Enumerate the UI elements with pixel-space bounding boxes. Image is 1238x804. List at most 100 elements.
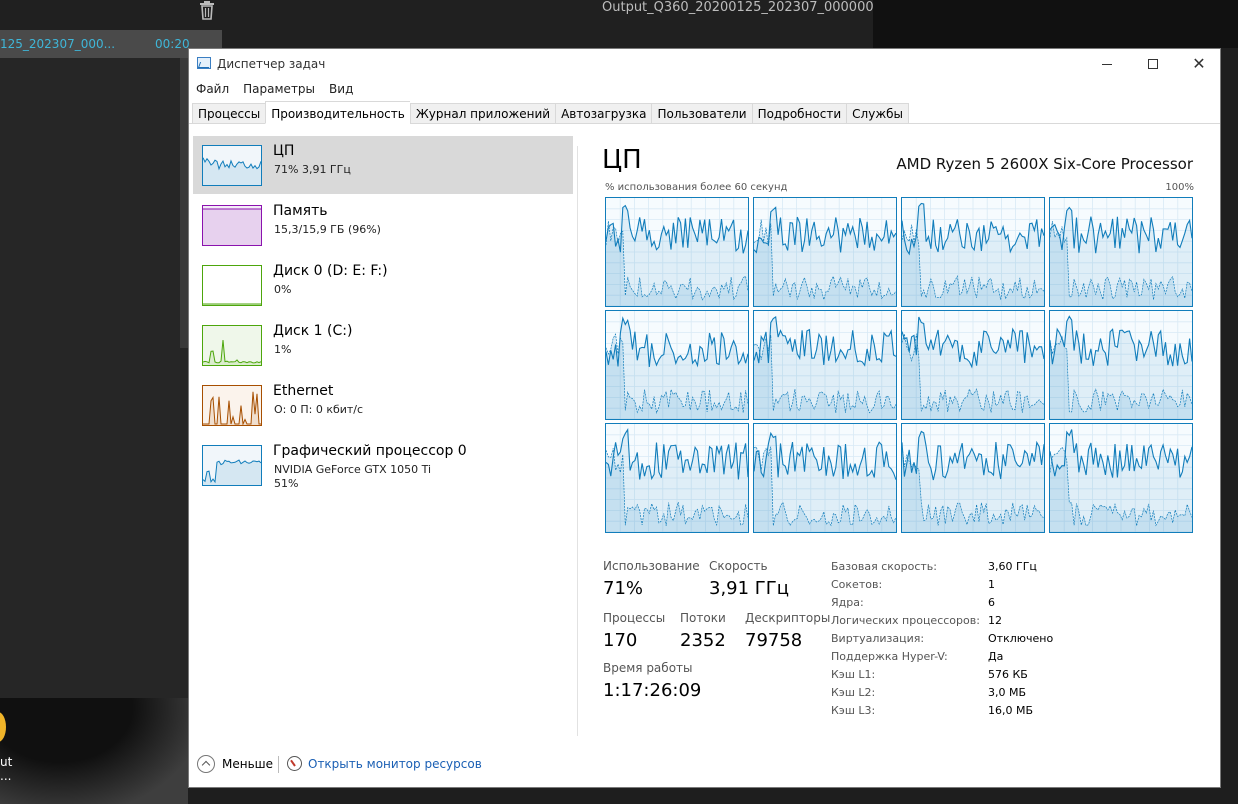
footer-divider [278, 756, 279, 773]
resource-name: Ethernet [273, 383, 334, 399]
resource-value: О: 0 П: 0 кбит/с [274, 403, 364, 416]
background-clip-time: 00:20 [155, 37, 190, 51]
spec-value-l2-cache: 3,0 МБ [988, 686, 1027, 699]
handles-label: Дескрипторы [745, 611, 831, 625]
graph-max-label: 100% [1165, 182, 1194, 193]
disk0-mini-graph [202, 265, 262, 306]
spec-value-l1-cache: 576 КБ [988, 668, 1028, 681]
speed-value: 3,91 ГГц [709, 578, 790, 599]
spec-label-logical-processors: Логических процессоров: [831, 614, 980, 627]
logical-processor-graphs[interactable] [605, 197, 1195, 535]
spec-label-hyper-v: Поддержка Hyper-V: [831, 650, 948, 663]
spec-value-sockets: 1 [988, 578, 995, 591]
menu-file[interactable]: Файл [196, 82, 230, 96]
ethernet-mini-graph [202, 385, 262, 426]
usage-label: Использование [603, 559, 700, 573]
uptime-label: Время работы [603, 661, 693, 675]
disk1-mini-graph [202, 325, 262, 366]
gpu-mini-graph [202, 445, 262, 486]
maximize-icon [1148, 59, 1158, 69]
resource-list: ЦП 71% 3,91 ГГц Память 15,3/15,9 ГБ (96%… [193, 136, 573, 536]
window-title: Диспетчер задач [217, 57, 326, 71]
menu-options[interactable]: Параметры [243, 82, 316, 96]
spec-value-virtualization: Отключено [988, 632, 1054, 645]
logical-processor-graph [1049, 197, 1193, 307]
spec-value-logical-processors: 12 [988, 614, 1002, 627]
cpu-model: AMD Ryzen 5 2600X Six-Core Processor [896, 155, 1193, 173]
task-manager-icon [197, 57, 211, 69]
background-overlay-text: ut ... [0, 755, 13, 783]
footer-bar: Меньше Открыть монитор ресурсов [189, 749, 1220, 779]
trash-icon[interactable] [198, 0, 216, 20]
tab-bar: Процессы Производительность Журнал прило… [189, 101, 1220, 124]
resource-value: NVIDIA GeForce GTX 1050 Ti [274, 463, 432, 476]
logical-processor-graph [901, 423, 1045, 533]
logical-processor-graph [1049, 423, 1193, 533]
spec-label-l1-cache: Кэш L1: [831, 668, 876, 681]
menu-bar: Файл Параметры Вид [189, 79, 360, 99]
background-clip-row[interactable]: 125_202307_000... 00:20 [0, 30, 222, 58]
usage-value: 71% [603, 578, 644, 599]
logical-processor-graph [1049, 310, 1193, 420]
background-orb-icon [0, 712, 6, 742]
spec-label-sockets: Сокетов: [831, 578, 883, 591]
tab-performance[interactable]: Производительность [265, 101, 410, 124]
spec-value-cores: 6 [988, 596, 995, 609]
spec-value-l3-cache: 16,0 МБ [988, 704, 1034, 717]
tab-processes[interactable]: Процессы [192, 103, 266, 124]
tab-users[interactable]: Пользователи [651, 103, 752, 124]
tab-app-history[interactable]: Журнал приложений [409, 103, 556, 124]
menu-view[interactable]: Вид [329, 82, 354, 96]
resource-value: 71% 3,91 ГГц [274, 163, 351, 176]
spec-value-hyper-v: Да [988, 650, 1004, 663]
background-scrollbar[interactable] [180, 58, 188, 348]
logical-processor-graph [901, 197, 1045, 307]
resource-disk-1[interactable]: Диск 1 (C:) 1% [193, 316, 573, 374]
resource-ethernet[interactable]: Ethernet О: 0 П: 0 кбит/с [193, 376, 573, 434]
uptime-value: 1:17:26:09 [603, 680, 702, 701]
logical-processor-graph [753, 197, 897, 307]
page-title: ЦП [602, 145, 642, 175]
logical-processor-graph [901, 310, 1045, 420]
task-manager-window: Диспетчер задач ✕ Файл Параметры Вид Про… [188, 48, 1221, 788]
resource-name: ЦП [273, 143, 295, 159]
resource-name: Диск 0 (D: E: F:) [273, 263, 388, 279]
logical-processor-graph [753, 310, 897, 420]
resource-memory[interactable]: Память 15,3/15,9 ГБ (96%) [193, 196, 573, 254]
spec-label-cores: Ядра: [831, 596, 864, 609]
resource-value-secondary: 51% [274, 477, 299, 490]
minimize-icon [1102, 63, 1112, 65]
fewer-details-button[interactable]: Меньше [222, 757, 274, 771]
resource-monitor-icon[interactable] [287, 756, 302, 771]
panel-divider[interactable] [577, 146, 578, 736]
tab-services[interactable]: Службы [846, 103, 910, 124]
close-button[interactable]: ✕ [1176, 49, 1222, 79]
tab-details[interactable]: Подробности [751, 103, 847, 124]
logical-processor-graph [605, 423, 749, 533]
maximize-button[interactable] [1130, 49, 1176, 79]
spec-label-l3-cache: Кэш L3: [831, 704, 876, 717]
open-resource-monitor-link[interactable]: Открыть монитор ресурсов [308, 757, 482, 771]
resource-cpu[interactable]: ЦП 71% 3,91 ГГц [193, 136, 573, 194]
background-app-dark-area [873, 0, 1238, 48]
logical-processor-graph [605, 310, 749, 420]
speed-label: Скорость [709, 559, 768, 573]
close-icon: ✕ [1192, 54, 1206, 73]
resource-value: 15,3/15,9 ГБ (96%) [274, 223, 381, 236]
background-app-title: Output_Q360_20200125_202307_000000 [602, 0, 873, 15]
spec-label-base-speed: Базовая скорость: [831, 560, 937, 573]
tab-startup[interactable]: Автозагрузка [555, 103, 652, 124]
graph-caption: % использования более 60 секунд [605, 182, 788, 193]
logical-processor-graph [605, 197, 749, 307]
chevron-up-icon[interactable] [197, 755, 215, 773]
resource-value: 1% [274, 343, 292, 356]
minimize-button[interactable] [1084, 49, 1130, 79]
processes-value: 170 [603, 630, 638, 651]
logical-processor-graph [753, 423, 897, 533]
spec-value-base-speed: 3,60 ГГц [988, 560, 1037, 573]
resource-name: Память [273, 203, 328, 219]
cpu-mini-graph [202, 145, 262, 186]
resource-disk-0[interactable]: Диск 0 (D: E: F:) 0% [193, 256, 573, 314]
title-bar[interactable]: Диспетчер задач ✕ [189, 49, 1220, 79]
resource-gpu-0[interactable]: Графический процессор 0 NVIDIA GeForce G… [193, 436, 573, 500]
